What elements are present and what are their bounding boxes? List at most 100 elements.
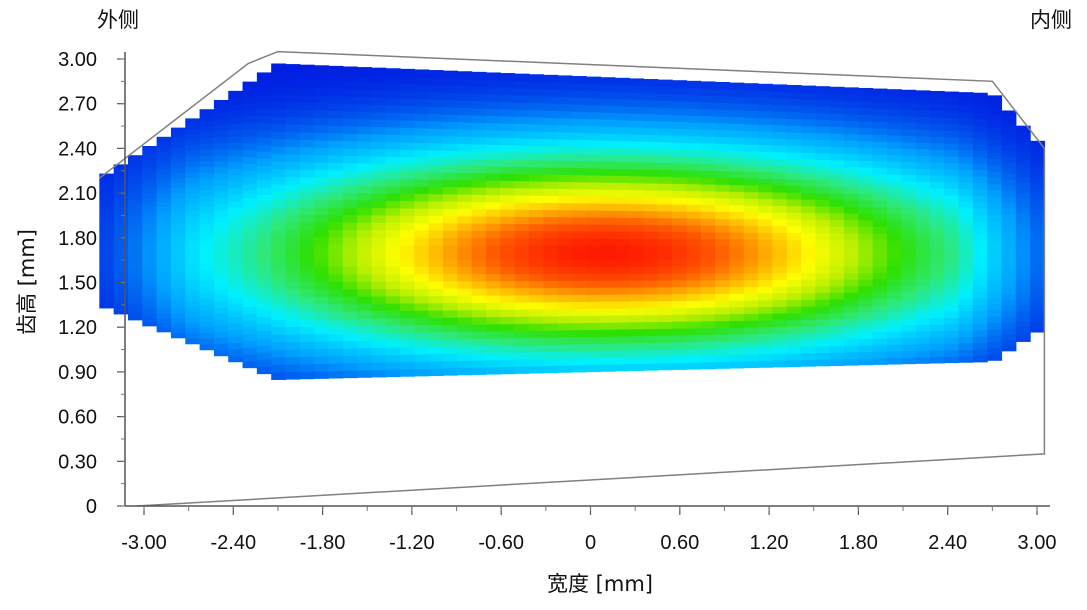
heatmap-cell bbox=[958, 259, 974, 267]
heatmap-cell bbox=[715, 88, 731, 97]
heatmap-cell bbox=[815, 352, 831, 360]
heatmap-cell bbox=[843, 153, 859, 161]
heatmap-cell bbox=[156, 141, 172, 147]
heatmap-cell bbox=[672, 169, 688, 178]
heatmap-cell bbox=[471, 187, 487, 195]
heatmap-cell bbox=[543, 216, 559, 225]
heatmap-cell bbox=[772, 178, 788, 186]
heatmap-cell bbox=[915, 324, 931, 332]
heatmap-cell bbox=[485, 359, 501, 368]
heatmap-cell bbox=[428, 251, 444, 260]
heatmap-cell bbox=[242, 217, 258, 226]
heatmap-cell bbox=[328, 244, 344, 253]
heatmap-cell bbox=[972, 131, 988, 139]
heatmap-cell bbox=[829, 100, 845, 108]
heatmap-cell bbox=[428, 200, 444, 209]
heatmap-cell bbox=[285, 356, 301, 365]
heatmap-cell bbox=[929, 155, 945, 163]
heatmap-cell bbox=[686, 334, 702, 343]
heatmap-cell bbox=[213, 343, 229, 351]
heatmap-cell bbox=[457, 259, 473, 267]
heatmap-cell bbox=[500, 166, 516, 174]
heatmap-cell bbox=[299, 236, 315, 245]
heatmap-cell bbox=[443, 309, 458, 318]
heatmap-cell bbox=[958, 355, 974, 363]
heatmap-cell bbox=[672, 183, 688, 191]
heatmap-cell bbox=[557, 259, 573, 267]
heatmap-cell bbox=[428, 368, 444, 376]
heatmap-cell bbox=[958, 214, 974, 222]
heatmap-cell bbox=[643, 279, 659, 288]
heatmap-cell bbox=[299, 281, 315, 290]
heatmap-cell bbox=[500, 259, 516, 267]
heatmap-cell bbox=[972, 188, 988, 196]
heatmap-cell bbox=[213, 294, 229, 302]
heatmap-cell bbox=[872, 252, 888, 260]
heatmap-cell bbox=[428, 331, 444, 340]
heatmap-cell bbox=[958, 130, 974, 138]
heatmap-cell bbox=[113, 217, 129, 222]
heatmap-cell bbox=[528, 138, 544, 146]
heatmap-cell bbox=[385, 295, 401, 304]
heatmap-cell bbox=[629, 106, 645, 114]
heatmap-cell bbox=[600, 357, 616, 365]
heatmap-cell bbox=[471, 345, 487, 354]
heatmap-cell bbox=[1001, 127, 1017, 134]
heatmap-cell bbox=[629, 161, 645, 170]
heatmap-cell bbox=[242, 122, 258, 130]
heatmap-cell bbox=[657, 162, 673, 170]
heatmap-cell bbox=[987, 240, 1003, 248]
heatmap-cell bbox=[600, 266, 616, 274]
heatmap-cell bbox=[543, 237, 559, 246]
heatmap-cell bbox=[185, 145, 201, 152]
y-tick-label: 1.80 bbox=[58, 228, 97, 250]
heatmap-cell bbox=[1015, 218, 1031, 224]
heatmap-cell bbox=[299, 341, 315, 350]
heatmap-cell bbox=[657, 190, 673, 198]
heatmap-cell bbox=[758, 360, 773, 368]
heatmap-cell bbox=[242, 340, 258, 348]
heatmap-cell bbox=[99, 263, 115, 267]
heatmap-cell bbox=[156, 183, 172, 189]
heatmap-cell bbox=[629, 210, 645, 219]
heatmap-cell bbox=[944, 104, 960, 112]
heatmap-cell bbox=[485, 316, 501, 325]
heatmap-cell bbox=[457, 208, 473, 217]
heatmap-cell bbox=[485, 237, 501, 246]
heatmap-cell bbox=[328, 370, 344, 379]
heatmap-cell bbox=[385, 222, 401, 231]
heatmap-cell bbox=[528, 109, 544, 118]
heatmap-cell bbox=[929, 129, 945, 137]
heatmap-cell bbox=[743, 89, 759, 98]
heatmap-cell bbox=[185, 338, 201, 345]
heatmap-cell bbox=[557, 308, 573, 317]
heatmap-cell bbox=[858, 94, 874, 102]
heatmap-cell bbox=[342, 310, 358, 319]
heatmap-cell bbox=[929, 252, 945, 260]
heatmap-cell bbox=[815, 279, 831, 287]
heatmap-cell bbox=[170, 162, 186, 169]
heatmap-cell bbox=[657, 114, 673, 122]
heatmap-cell bbox=[672, 266, 688, 274]
heatmap-cell bbox=[843, 160, 859, 168]
heatmap-cell bbox=[514, 109, 530, 118]
heatmap-cell bbox=[385, 325, 401, 334]
heatmap-cell bbox=[428, 77, 444, 86]
heatmap-cell bbox=[528, 308, 544, 317]
heatmap-cell bbox=[256, 280, 272, 289]
heatmap-cell bbox=[213, 215, 229, 223]
heatmap-cell bbox=[815, 106, 831, 114]
heatmap-cell bbox=[557, 89, 573, 98]
heatmap-cell bbox=[314, 199, 330, 208]
heatmap-cell bbox=[772, 292, 788, 301]
heatmap-cell bbox=[443, 128, 458, 137]
heatmap-cell bbox=[643, 196, 659, 205]
heatmap-cell bbox=[213, 337, 229, 345]
heatmap-cell bbox=[528, 124, 544, 132]
heatmap-cell bbox=[557, 230, 573, 239]
heatmap-cell bbox=[485, 137, 501, 145]
heatmap-cell bbox=[829, 219, 845, 227]
heatmap-cell bbox=[1001, 224, 1017, 232]
heatmap-cell bbox=[772, 151, 788, 159]
heatmap-cell bbox=[629, 307, 645, 316]
